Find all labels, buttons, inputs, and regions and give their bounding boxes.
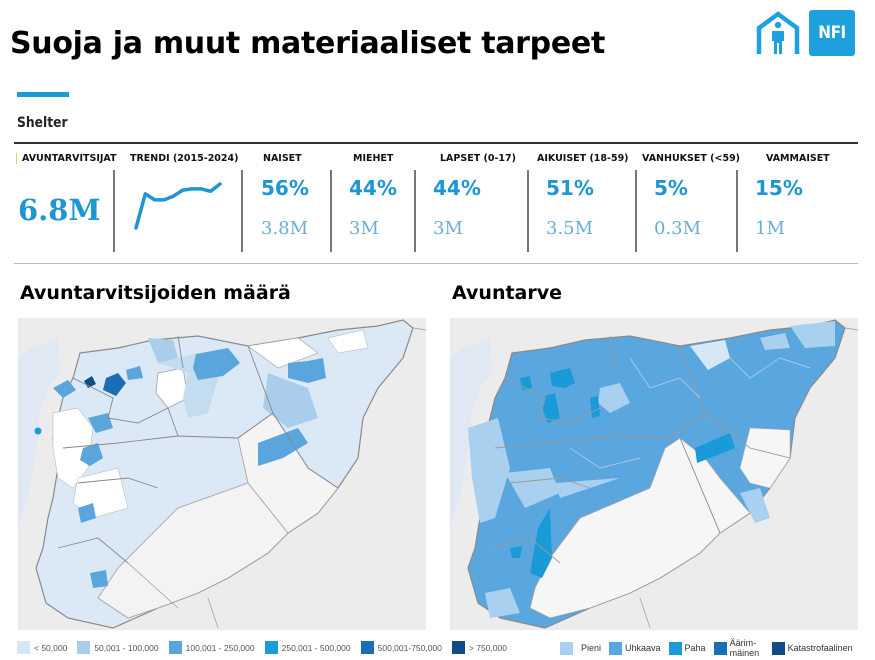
legend-label: 250,001 - 500,000 xyxy=(281,642,351,653)
map-people-in-need[interactable] xyxy=(18,318,426,630)
stat-total-value: 6.8M xyxy=(18,193,101,227)
legend-label: Paha xyxy=(684,643,706,653)
legend-label: Pieni xyxy=(581,643,602,653)
legend-swatch xyxy=(264,641,278,654)
stat-children-label: LAPSET (0-17) xyxy=(440,153,516,164)
stat-trend-label: TRENDI (2015-2024) xyxy=(130,153,239,164)
map-severity-legend: Pieni Uhkaava Paha Äärim-mäinen Katastro… xyxy=(560,638,861,658)
stat-women-abs: 3.8M xyxy=(261,218,309,239)
stat-elderly-abs: 0.3M xyxy=(654,218,702,239)
legend-label: 500,001-750,000 xyxy=(377,642,442,653)
stat-men-label: MIEHET xyxy=(353,153,394,164)
legend-swatch xyxy=(668,641,682,655)
legend-item: 100,001 - 250,000 xyxy=(168,641,255,654)
legend-item: Pieni xyxy=(560,641,602,655)
legend-swatch xyxy=(771,641,785,655)
legend-label: 50,001 - 100,000 xyxy=(94,642,159,653)
legend-swatch xyxy=(17,641,30,654)
legend-swatch xyxy=(713,641,727,655)
divider xyxy=(635,170,637,252)
divider xyxy=(414,170,416,252)
stat-disabled-abs: 1M xyxy=(755,218,785,239)
map-severity-title: Avuntarve xyxy=(452,282,563,304)
map-people-in-need-legend: < 50,000 50,001 - 100,000 100,001 - 250,… xyxy=(17,641,517,654)
legend-swatch xyxy=(609,641,623,655)
stat-men-pct: 44% xyxy=(349,176,397,200)
divider xyxy=(330,170,332,252)
legend-swatch xyxy=(360,641,374,654)
stat-women-pct: 56% xyxy=(261,176,309,200)
divider xyxy=(736,170,738,252)
legend-label: Katastrofaalinen xyxy=(787,643,853,653)
divider xyxy=(113,170,115,252)
stat-total-label: AVUNTARVITSIJAT xyxy=(22,153,117,164)
stat-elderly-label: VANHUKSET (<59) xyxy=(642,153,741,164)
divider xyxy=(241,170,243,252)
stat-adults-pct: 51% xyxy=(546,176,594,200)
shelter-icon xyxy=(756,11,800,54)
stat-disabled-pct: 15% xyxy=(755,176,803,200)
legend-item: 50,001 - 100,000 xyxy=(77,641,159,654)
legend-swatch xyxy=(168,641,182,654)
legend-label: > 750,000 xyxy=(468,642,507,653)
legend-swatch xyxy=(560,641,573,655)
legend-label: < 50,000 xyxy=(34,642,68,653)
stat-children-pct: 44% xyxy=(433,176,481,200)
header-marker xyxy=(16,153,17,164)
map-severity[interactable] xyxy=(450,318,858,630)
legend-item: 500,001-750,000 xyxy=(360,641,442,654)
legend-swatch xyxy=(451,641,465,654)
stat-women-label: NAISET xyxy=(263,153,302,164)
stat-men-abs: 3M xyxy=(349,218,379,239)
stat-disabled-label: VAMMAISET xyxy=(766,153,830,164)
stat-elderly-pct: 5% xyxy=(654,176,688,200)
page-title: Suoja ja muut materiaaliset tarpeet xyxy=(10,26,605,61)
legend-label: Äärim-mäinen xyxy=(729,638,760,658)
legend-item: Katastrofaalinen xyxy=(771,641,853,655)
legend-item: 250,001 - 500,000 xyxy=(264,641,351,654)
section-accent-bar xyxy=(17,92,69,97)
section-label: Shelter xyxy=(17,115,68,131)
legend-item: Uhkaava xyxy=(609,641,661,655)
stat-adults-label: AIKUISET (18-59) xyxy=(537,153,629,164)
stat-children-abs: 3M xyxy=(433,218,463,239)
trend-sparkline xyxy=(134,182,222,230)
nfi-icon: NFI xyxy=(809,10,855,56)
divider xyxy=(14,263,858,264)
divider xyxy=(14,142,858,144)
legend-item: > 750,000 xyxy=(451,641,507,654)
sector-logos: NFI xyxy=(755,10,855,56)
map-people-in-need-title: Avuntarvitsijoiden määrä xyxy=(20,282,291,304)
legend-item: Paha xyxy=(668,641,706,655)
legend-label: Uhkaava xyxy=(625,643,661,653)
legend-swatch xyxy=(77,641,91,654)
legend-item: Äärim-mäinen xyxy=(713,638,764,658)
legend-item: < 50,000 xyxy=(17,641,67,654)
stat-adults-abs: 3.5M xyxy=(546,218,594,239)
divider xyxy=(527,170,529,252)
legend-label: 100,001 - 250,000 xyxy=(185,642,255,653)
